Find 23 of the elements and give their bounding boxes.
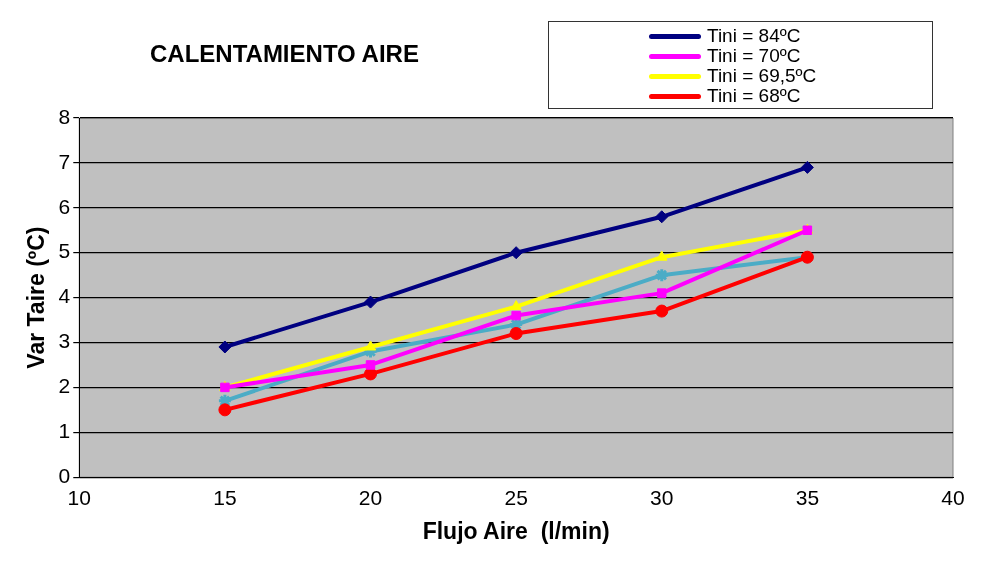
x-tick-label: 40 bbox=[941, 485, 965, 509]
y-tick-label: 3 bbox=[58, 329, 71, 353]
chart-title: CALENTAMIENTO AIRE bbox=[150, 40, 419, 68]
y-tick-label: 8 bbox=[58, 104, 71, 128]
x-tick-label: 10 bbox=[67, 485, 91, 509]
x-tick-label: 30 bbox=[650, 485, 674, 509]
y-tick-label: 2 bbox=[58, 374, 71, 398]
x-tick-label: 35 bbox=[795, 485, 820, 509]
y-tick-label: 6 bbox=[58, 194, 71, 218]
legend-label: Tini = 70ºC bbox=[707, 45, 801, 67]
y-tick-label: 1 bbox=[58, 419, 71, 443]
x-tick-label: 15 bbox=[213, 485, 237, 509]
y-tick-label: 5 bbox=[58, 239, 71, 263]
legend-label: Tini = 69,5ºC bbox=[707, 65, 817, 87]
y-tick-label: 0 bbox=[58, 464, 71, 487]
legend-label: Tini = 68ºC bbox=[707, 85, 801, 107]
legend-label: Tini = 84ºC bbox=[707, 25, 801, 47]
y-axis-title: Var Taire (ºC) bbox=[23, 226, 50, 369]
y-tick-label: 7 bbox=[58, 149, 71, 173]
y-tick-label: 4 bbox=[58, 284, 71, 308]
x-axis-title: Flujo Aire (l/min) bbox=[422, 517, 610, 544]
x-tick-label: 25 bbox=[504, 485, 528, 509]
x-tick-label: 20 bbox=[358, 485, 383, 509]
